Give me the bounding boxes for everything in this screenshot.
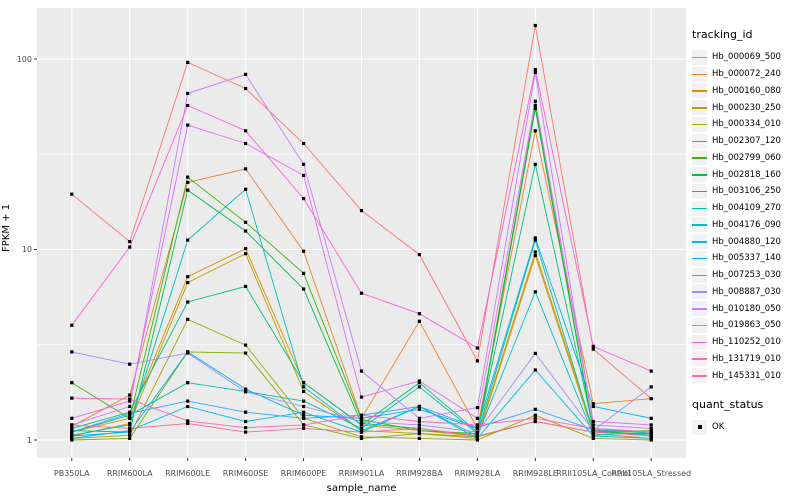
- quant-legend-item: OK: [692, 419, 800, 436]
- legend-item: Hb_002307_120: [692, 133, 800, 150]
- legend-item: Hb_005337_140: [692, 250, 800, 267]
- legend-item: Hb_019863_050: [692, 317, 800, 334]
- y-tick-label: 100: [16, 54, 32, 64]
- legend-item-label: Hb_004880_120: [712, 236, 781, 247]
- x-tick-label: PB350LA: [53, 469, 90, 478]
- legend-item-label: Hb_003106_250: [712, 186, 781, 197]
- legend-item-label: Hb_019863_050: [712, 320, 781, 331]
- legend-item: Hb_010180_050: [692, 300, 800, 317]
- legend-key-square-icon: [692, 419, 707, 435]
- legend-key-line-icon: [692, 100, 707, 116]
- legend-item: Hb_002818_160: [692, 166, 800, 183]
- legend-item-label: Hb_007253_030: [712, 270, 781, 281]
- legend-key-line-icon: [692, 351, 707, 367]
- legend-key-line-icon: [692, 250, 707, 266]
- legend-item: Hb_004880_120: [692, 233, 800, 250]
- legend-item-label: Hb_005337_140: [712, 253, 781, 264]
- legend-item: Hb_145331_010: [692, 367, 800, 384]
- legend-key-line-icon: [692, 284, 707, 300]
- x-tick-label: RRIM928BA: [396, 469, 443, 478]
- x-tick-label: RRIM928LE: [512, 469, 558, 478]
- quant-status-legend-items: OK: [692, 419, 800, 436]
- legend-key-line-icon: [692, 200, 707, 216]
- legend-key-line-icon: [692, 317, 707, 333]
- legend-item: Hb_131719_010: [692, 351, 800, 368]
- legend-item-label: Hb_000069_500: [712, 52, 781, 63]
- tracking-id-legend-items: Hb_000069_500 Hb_000072_240 Hb_000160_080 H…: [692, 49, 800, 384]
- x-tick-label: RRII105LA_Stressed: [611, 469, 692, 478]
- legend-key-line-icon: [692, 234, 707, 250]
- legend-key-line-icon: [692, 301, 707, 317]
- x-tick-label: RRIM600LA: [106, 469, 153, 478]
- x-axis-title: sample_name: [326, 483, 397, 494]
- legend-item-label: Hb_000072_240: [712, 69, 781, 80]
- legend-item-label: Hb_002799_060: [712, 152, 781, 163]
- legend-key-line-icon: [692, 183, 707, 199]
- legend-item-label: Hb_002818_160: [712, 169, 781, 180]
- legend-item-label: Hb_000230_250: [712, 102, 781, 113]
- legend-item: Hb_002799_060: [692, 150, 800, 167]
- legend-item-label: Hb_008887_030: [712, 286, 781, 297]
- legend-item: Hb_000072_240: [692, 66, 800, 83]
- legend-item-label: Hb_002307_120: [712, 136, 781, 147]
- y-tick-label: 1: [26, 435, 32, 445]
- legend-key-line-icon: [692, 267, 707, 283]
- y-axis-title: FPKM + 1: [1, 203, 12, 252]
- legend-item: Hb_003106_250: [692, 183, 800, 200]
- legend-item-label: Hb_145331_010: [712, 370, 781, 381]
- legend-key-line-icon: [692, 83, 707, 99]
- legend-key-line-icon: [692, 217, 707, 233]
- legend-item: Hb_007253_030: [692, 267, 800, 284]
- legend-item: Hb_000230_250: [692, 99, 800, 116]
- legend-title-tracking-id: tracking_id: [692, 28, 753, 41]
- legend-item-label: Hb_110252_010: [712, 337, 781, 348]
- legend-key-line-icon: [692, 368, 707, 384]
- legend-item: Hb_000160_080: [692, 83, 800, 100]
- legend-item-label: Hb_131719_010: [712, 353, 781, 364]
- x-tick-label: RRIM600PE: [280, 469, 327, 478]
- legend-item: Hb_008887_030: [692, 284, 800, 301]
- legend-item-label: Hb_004109_270: [712, 203, 781, 214]
- legend-item-label: Hb_000334_010: [712, 119, 781, 130]
- legend-item: Hb_110252_010: [692, 334, 800, 351]
- legend-key-line-icon: [692, 150, 707, 166]
- legend-title-quant-status: quant_status: [692, 398, 764, 411]
- legend-key-line-icon: [692, 167, 707, 183]
- legend: tracking_id Hb_000069_500 Hb_000072_240 Hb…: [692, 28, 800, 436]
- y-tick-label: 10: [21, 245, 32, 254]
- legend-key-line-icon: [692, 334, 707, 350]
- legend-item: Hb_000334_010: [692, 116, 800, 133]
- x-tick-label: RRIM600SE: [222, 469, 269, 478]
- x-tick-label: RRIM901LA: [338, 469, 385, 478]
- x-tick-label: RRIM928LA: [454, 469, 501, 478]
- legend-item-label: Hb_010180_050: [712, 303, 781, 314]
- legend-key-line-icon: [692, 133, 707, 149]
- legend-item: Hb_000069_500: [692, 49, 800, 66]
- x-tick-label: RRII105LA_Control: [556, 469, 631, 478]
- legend-key-line-icon: [692, 49, 707, 65]
- legend-key-line-icon: [692, 66, 707, 82]
- legend-item: Hb_004109_270: [692, 200, 800, 217]
- quant-item-label: OK: [712, 422, 725, 433]
- legend-item-label: Hb_000160_080: [712, 85, 781, 96]
- legend-item-label: Hb_004176_090: [712, 219, 781, 230]
- x-tick-label: RRIM600LE: [165, 469, 211, 478]
- legend-item: Hb_004176_090: [692, 217, 800, 234]
- legend-key-line-icon: [692, 116, 707, 132]
